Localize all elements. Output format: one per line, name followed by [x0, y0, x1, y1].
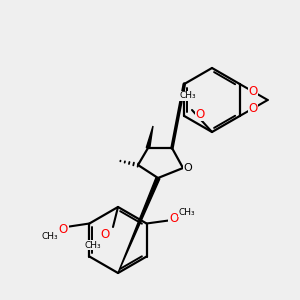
Text: O: O — [59, 223, 68, 236]
Polygon shape — [146, 126, 153, 148]
Text: O: O — [248, 85, 258, 98]
Text: CH₃: CH₃ — [178, 208, 195, 217]
Polygon shape — [118, 177, 160, 273]
Text: CH₃: CH₃ — [180, 92, 196, 100]
Text: CH₃: CH₃ — [85, 241, 101, 250]
Text: CH₃: CH₃ — [41, 232, 58, 241]
Text: O: O — [100, 229, 109, 242]
Text: O: O — [184, 163, 192, 173]
Text: O: O — [248, 102, 258, 115]
Text: O: O — [169, 212, 178, 225]
Text: O: O — [195, 107, 205, 121]
